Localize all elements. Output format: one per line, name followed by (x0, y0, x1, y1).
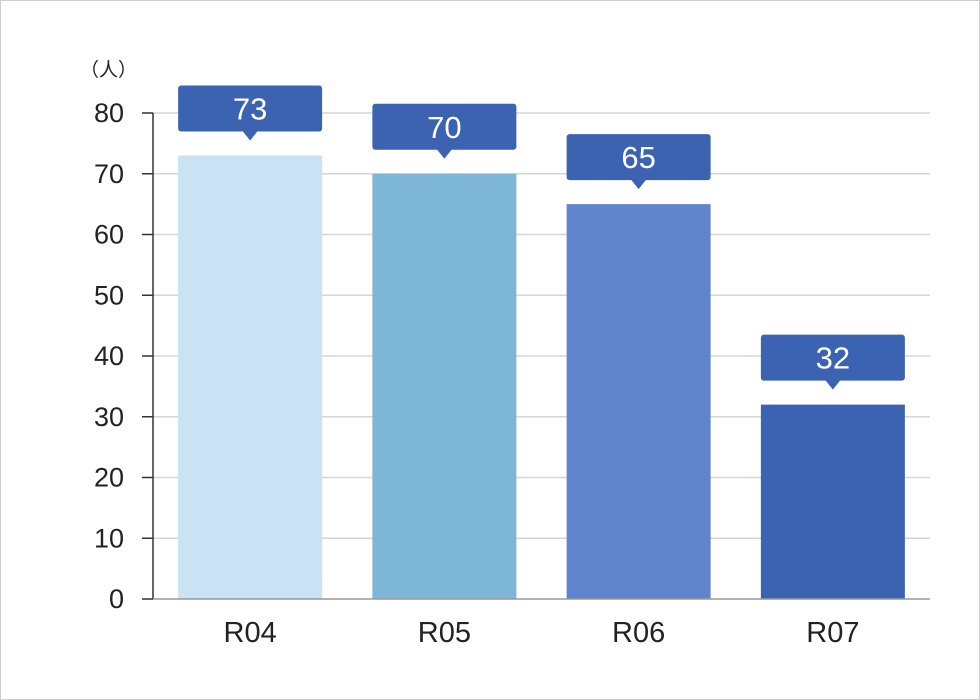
callout-pointer (436, 148, 453, 159)
data-label: 70 (427, 110, 461, 145)
y-tick-label: 40 (94, 341, 124, 371)
x-tick-label: R04 (224, 617, 277, 649)
x-tick-label: R06 (612, 617, 665, 649)
value-callout (566, 134, 711, 181)
bar (760, 404, 905, 599)
bars (178, 155, 905, 599)
callout-pointer (242, 130, 259, 141)
labels: （人） 73 R04 70 R05 65 R06 32 R07 (80, 59, 905, 649)
y-tick-label: 60 (94, 220, 124, 250)
value-callout (372, 103, 517, 150)
data-label: 32 (816, 341, 850, 376)
x-tick-label: R07 (806, 617, 859, 649)
callout-pointer (824, 379, 841, 390)
y-unit-label: （人） (80, 59, 137, 81)
y-tick-label: 0 (109, 584, 124, 614)
bar (372, 173, 517, 599)
value-callout (760, 334, 905, 381)
callout-pointer (630, 179, 647, 190)
x-tick-label: R05 (418, 617, 471, 649)
y-axis: 0 10 20 30 40 50 60 70 80 (94, 98, 930, 614)
y-tick-label: 50 (94, 280, 124, 310)
y-tick-label: 80 (94, 98, 124, 128)
data-label: 65 (621, 140, 655, 175)
y-tick-label: 10 (94, 523, 124, 553)
bar (178, 155, 323, 599)
y-tick-label: 70 (94, 159, 124, 189)
y-tick-label: 20 (94, 463, 124, 493)
value-callout (178, 85, 323, 132)
bar (566, 204, 711, 599)
y-tick-label: 30 (94, 402, 124, 432)
data-label: 73 (233, 92, 267, 127)
